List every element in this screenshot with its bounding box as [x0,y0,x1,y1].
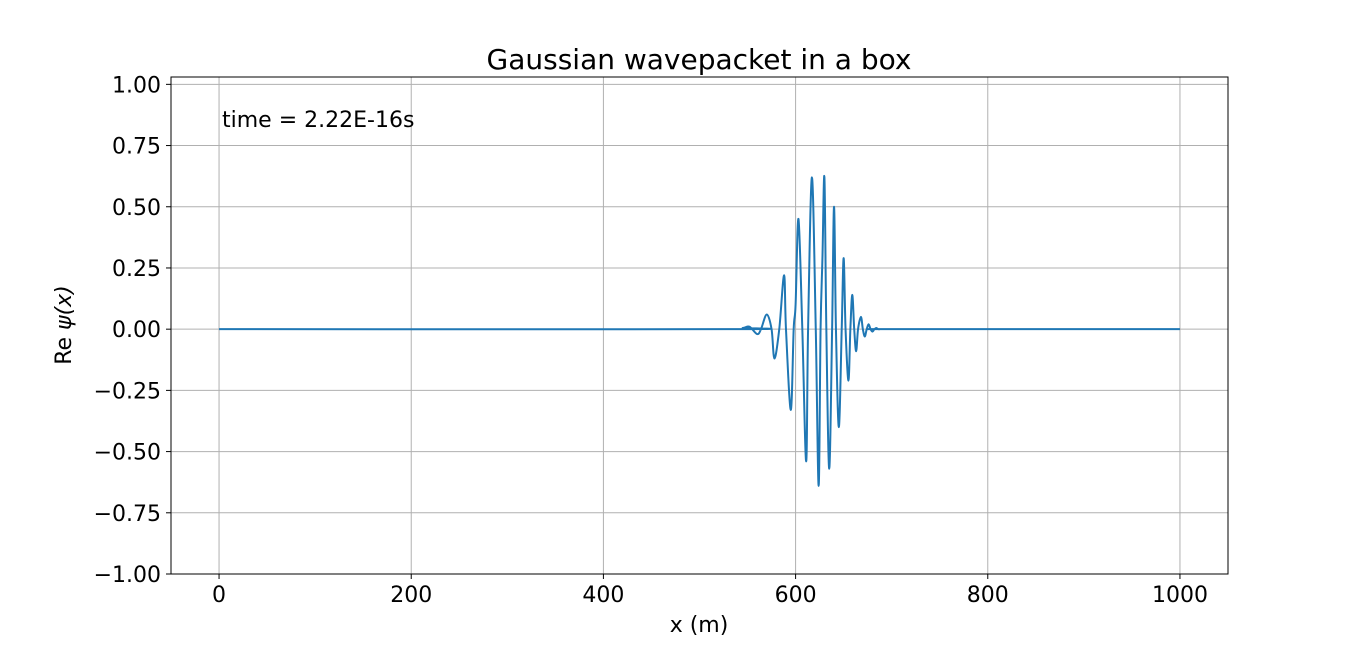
y-tick-label: −0.50 [94,441,161,466]
grid-layer [171,77,1228,575]
y-tick-label: 0.50 [112,196,161,221]
x-tick-label: 400 [582,583,624,608]
y-axis-label-math: ψ(x) [52,285,77,330]
y-tick-label: 0.25 [112,257,161,282]
y-axis-label-prefix: Re [52,330,77,365]
series-line [219,174,1180,487]
y-tick-label: 0.00 [112,318,161,343]
x-tick-label: 0 [212,583,226,608]
x-tick-label: 200 [390,583,432,608]
time-annotation: time = 2.22E-16s [222,108,414,133]
series-layer [219,174,1180,487]
chart-title: Gaussian wavepacket in a box [487,43,912,76]
x-tick-label: 600 [775,583,817,608]
y-tick-label: 0.75 [112,135,161,160]
y-tick-label: −0.75 [94,502,161,527]
plot-frame [170,76,1229,575]
x-axis-label: x (m) [670,613,729,638]
y-tick-label: −0.25 [94,379,161,404]
x-tick-label: 1000 [1152,583,1208,608]
y-axis-label: Re ψ(x) [52,285,77,365]
x-tick-label: 800 [967,583,1009,608]
y-tick-label: −1.00 [94,563,161,588]
y-tick-label: 1.00 [112,73,161,98]
ticks-layer: 0 200 400 600 800 1000 1.00 0.75 0.50 0.25 0.00 −0.… [94,73,1208,608]
